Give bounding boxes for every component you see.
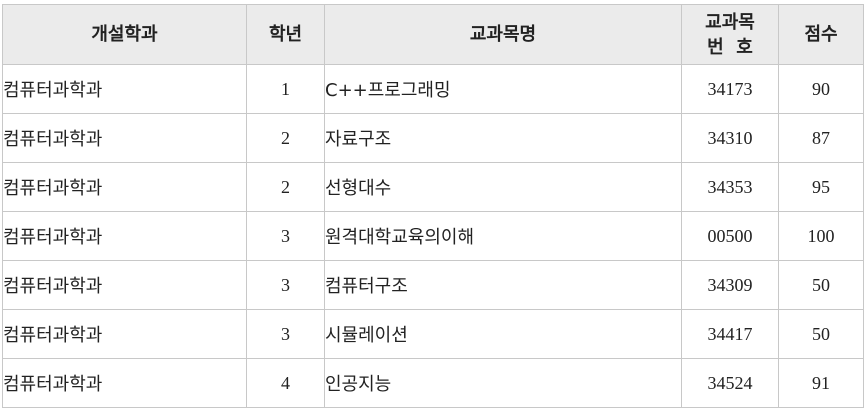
header-course-code: 교과목 번 호 [681, 4, 779, 65]
table-row: 컴퓨터과학과 1 C++프로그래밍 34173 90 [2, 64, 864, 114]
header-course-name: 교과목명 [324, 4, 682, 65]
grades-table: 개설학과 학년 교과목명 교과목 번 호 점수 컴퓨터과학과 1 C++프로그래밍 3… [2, 4, 864, 408]
cell-course-code: 34310 [681, 113, 779, 163]
grades-table-container: 개설학과 학년 교과목명 교과목 번 호 점수 컴퓨터과학과 1 C++프로그래밍 3… [2, 4, 864, 408]
cell-year: 3 [246, 211, 325, 261]
header-course-code-line1: 교과목 [705, 11, 755, 33]
table-row: 컴퓨터과학과 3 컴퓨터구조 34309 50 [2, 260, 864, 310]
cell-course-name: 원격대학교육의이해 [324, 211, 682, 261]
cell-course-name: 선형대수 [324, 162, 682, 212]
header-dept: 개설학과 [2, 4, 247, 65]
cell-dept: 컴퓨터과학과 [2, 309, 247, 359]
cell-course-code: 34309 [681, 260, 779, 310]
cell-course-code: 34353 [681, 162, 779, 212]
cell-score: 100 [778, 211, 864, 261]
cell-dept: 컴퓨터과학과 [2, 358, 247, 408]
cell-dept: 컴퓨터과학과 [2, 113, 247, 163]
cell-year: 1 [246, 64, 325, 114]
cell-score: 50 [778, 260, 864, 310]
table-row: 컴퓨터과학과 2 자료구조 34310 87 [2, 113, 864, 163]
cell-year: 3 [246, 309, 325, 359]
cell-year: 4 [246, 358, 325, 408]
cell-course-code: 34173 [681, 64, 779, 114]
cell-course-name: 시뮬레이션 [324, 309, 682, 359]
header-course-code-line2: 번 호 [707, 36, 753, 58]
cell-year: 2 [246, 162, 325, 212]
table-row: 컴퓨터과학과 2 선형대수 34353 95 [2, 162, 864, 212]
header-row: 개설학과 학년 교과목명 교과목 번 호 점수 [2, 4, 864, 65]
cell-course-code: 00500 [681, 211, 779, 261]
table-body: 컴퓨터과학과 1 C++프로그래밍 34173 90 컴퓨터과학과 2 자료구조 34310 87… [2, 64, 864, 408]
cell-dept: 컴퓨터과학과 [2, 260, 247, 310]
cell-score: 50 [778, 309, 864, 359]
header-score: 점수 [778, 4, 864, 65]
cell-score: 87 [778, 113, 864, 163]
table-header: 개설학과 학년 교과목명 교과목 번 호 점수 [2, 4, 864, 65]
cell-course-name: 인공지능 [324, 358, 682, 408]
cell-score: 95 [778, 162, 864, 212]
cell-year: 3 [246, 260, 325, 310]
table-row: 컴퓨터과학과 3 원격대학교육의이해 00500 100 [2, 211, 864, 261]
cell-course-code: 34417 [681, 309, 779, 359]
cell-course-name: 자료구조 [324, 113, 682, 163]
cell-score: 90 [778, 64, 864, 114]
table-row: 컴퓨터과학과 3 시뮬레이션 34417 50 [2, 309, 864, 359]
cell-course-name: 컴퓨터구조 [324, 260, 682, 310]
cell-course-code: 34524 [681, 358, 779, 408]
cell-year: 2 [246, 113, 325, 163]
table-row: 컴퓨터과학과 4 인공지능 34524 91 [2, 358, 864, 408]
cell-dept: 컴퓨터과학과 [2, 162, 247, 212]
header-year: 학년 [246, 4, 325, 65]
cell-dept: 컴퓨터과학과 [2, 64, 247, 114]
cell-score: 91 [778, 358, 864, 408]
cell-course-name: C++프로그래밍 [324, 64, 682, 114]
cell-dept: 컴퓨터과학과 [2, 211, 247, 261]
